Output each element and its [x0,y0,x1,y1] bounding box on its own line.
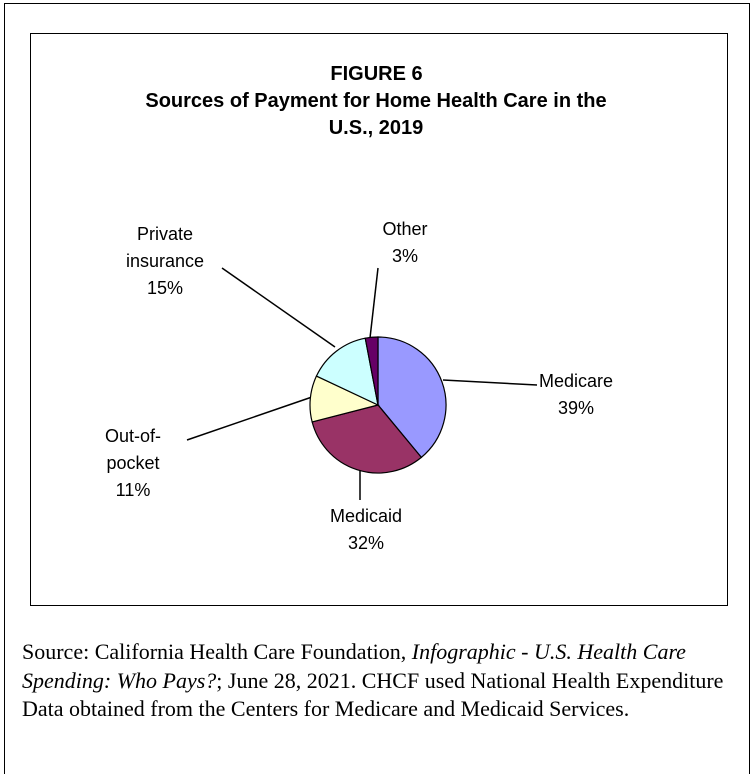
value-label: 11% [115,480,151,500]
pie-slice [377,336,447,459]
chart-frame [30,33,728,606]
pie-slice [364,336,379,406]
value-label: 15% [146,278,184,298]
chart-title: FIGURE 6 [330,63,423,85]
outer-frame [4,3,750,774]
slice-label: Other 3% [382,216,427,270]
value-label: 3% [391,246,418,266]
value-label: 32% [347,533,385,553]
category-label: Out-of-pocket [104,426,161,473]
slice-label: Medicaid 32% [330,503,402,557]
slice-label: Medicare 39% [539,368,613,422]
source-italic: Infographic - U.S. Health Care Spending:… [22,639,686,693]
leader-line [442,379,538,386]
leader-line [221,267,336,348]
pie-slice [311,404,423,474]
slice-label: Out-of-pocket 11% [98,423,168,504]
source-text: Source: California Health Care Foundatio… [22,639,412,664]
value-label: 39% [557,398,595,418]
category-label: Medicaid [329,506,403,526]
source-text: ; June 28, 2021. CHCF used National Heal… [22,667,724,722]
category-label: Private insurance [125,224,205,271]
source-note: Source: California Health Care Foundatio… [22,638,732,724]
leader-line [186,396,313,441]
pie-slice [315,337,379,407]
category-label: Medicare [538,371,614,391]
leader-line [369,267,379,339]
category-label: Other [382,219,428,239]
leader-lines [186,267,538,500]
slice-label: Private insurance 15% [118,221,213,302]
pie [309,336,447,474]
chart-subtitle: Sources of Payment for Home Health Care … [145,90,607,139]
